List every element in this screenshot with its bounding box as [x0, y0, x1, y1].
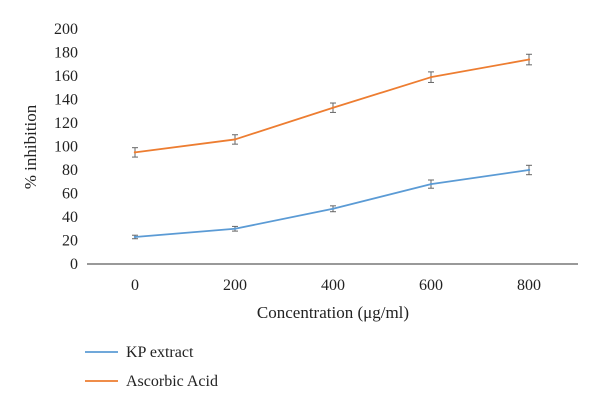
- data-point-ascorbic-acid: [331, 106, 335, 109]
- y-tick-label: 200: [54, 21, 78, 38]
- data-point-ascorbic-acid: [429, 75, 433, 79]
- data-point-kp-extract: [133, 235, 137, 239]
- y-tick-label: 60: [62, 186, 78, 203]
- x-tick-label: 0: [131, 277, 139, 294]
- legend: KP extract Ascorbic Acid: [85, 344, 218, 390]
- data-point-kp-extract: [429, 182, 433, 186]
- data-point-kp-extract: [331, 207, 335, 210]
- data-point-ascorbic-acid: [133, 151, 137, 154]
- y-tick-label: 80: [62, 162, 78, 179]
- data-point-kp-extract: [527, 168, 531, 172]
- y-tick-label: 20: [62, 233, 78, 250]
- x-tick-label: 600: [419, 277, 443, 294]
- x-axis-ticks: 0 200 400 600 800: [131, 277, 541, 294]
- y-tick-label: 100: [54, 139, 78, 156]
- x-axis-title: Concentration (μg/ml): [257, 303, 409, 322]
- y-tick-label: 140: [54, 92, 78, 109]
- y-tick-label: 120: [54, 115, 78, 132]
- y-tick-label: 160: [54, 68, 78, 85]
- x-tick-label: 200: [223, 277, 247, 294]
- series-line-ascorbic-acid: [134, 58, 530, 154]
- x-tick-label: 800: [517, 277, 541, 294]
- legend-label-ascorbic-acid: Ascorbic Acid: [126, 373, 218, 390]
- series-line-kp-extract: [134, 169, 530, 238]
- data-point-ascorbic-acid: [527, 58, 531, 61]
- legend-label-kp-extract: KP extract: [126, 344, 194, 361]
- y-tick-label: 40: [62, 209, 78, 226]
- data-point-kp-extract: [233, 227, 237, 230]
- y-axis-ticks: 0 20 40 60 80 100 120 140 160 180 200: [54, 21, 78, 273]
- y-tick-label: 180: [54, 45, 78, 62]
- series-layer: [132, 53, 532, 240]
- data-point-ascorbic-acid: [233, 138, 237, 141]
- y-axis-title: % inhibition: [21, 104, 40, 189]
- x-tick-label: 400: [321, 277, 345, 294]
- y-tick-label: 0: [70, 256, 78, 273]
